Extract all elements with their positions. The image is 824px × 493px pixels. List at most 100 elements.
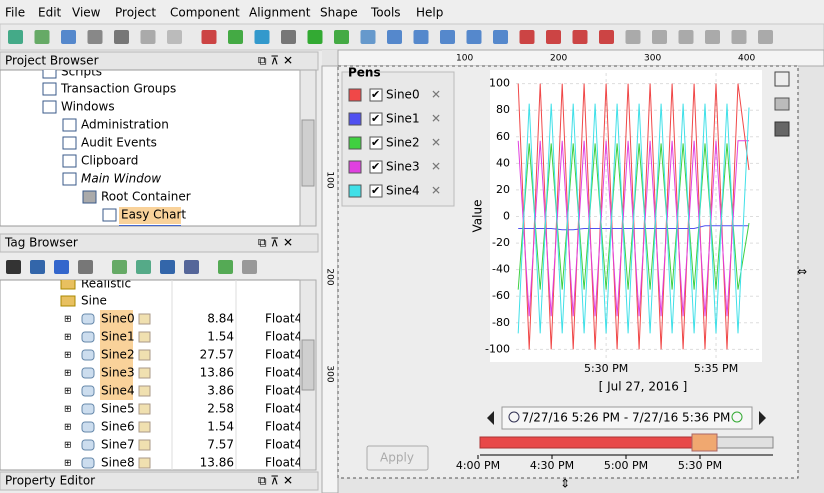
tag-name[interactable]: Sine6 (101, 420, 135, 434)
toolbar-icon[interactable] (136, 260, 151, 274)
tag-name[interactable]: Sine7 (101, 438, 135, 452)
tag-name[interactable]: Sine1 (101, 330, 135, 344)
remove-pen[interactable]: ✕ (431, 136, 441, 150)
resize-handle[interactable]: ⇔ (797, 265, 807, 279)
toolbar-icon[interactable] (731, 30, 747, 44)
toolbar-icon[interactable] (307, 30, 323, 44)
expander[interactable]: ⊞ (64, 441, 72, 451)
expander[interactable]: ⊞ (64, 315, 72, 325)
toolbar-icon[interactable] (413, 30, 429, 44)
expander[interactable]: ⊞ (64, 351, 72, 361)
menu-item[interactable]: Tools (370, 6, 401, 20)
toolbar-icon[interactable] (34, 30, 50, 44)
tree-item[interactable]: Windows (61, 100, 115, 114)
prev-arrow[interactable] (487, 411, 494, 425)
menu-item[interactable]: Alignment (249, 6, 311, 20)
tree-item[interactable]: Easy Chart (121, 208, 186, 222)
legend-checkbox[interactable] (369, 88, 383, 102)
toolbar-icon[interactable] (8, 30, 23, 44)
print-icon[interactable] (774, 97, 790, 111)
tag-name[interactable]: Sine3 (101, 366, 135, 380)
expander[interactable]: ⊞ (64, 369, 72, 379)
toolbar-icon[interactable] (599, 30, 614, 44)
toolbar-icon[interactable] (758, 30, 773, 44)
next-arrow[interactable] (759, 411, 766, 425)
toolbar-icon[interactable] (546, 30, 561, 44)
tree-item[interactable]: Transaction Groups (60, 82, 176, 96)
toolbar-icon[interactable] (6, 260, 21, 274)
folder-name[interactable]: Sine (81, 294, 107, 308)
apply-label[interactable]: Apply (380, 451, 414, 465)
tree-item[interactable]: Root Container (101, 190, 191, 204)
apply-button[interactable] (366, 445, 429, 471)
toolbar-icon[interactable] (360, 30, 376, 44)
check-mark[interactable]: ✔ (371, 88, 380, 101)
toolbar-icon[interactable] (242, 260, 257, 274)
toolbar-icon[interactable] (572, 30, 588, 44)
expander[interactable]: ⊞ (64, 459, 72, 469)
tree-item[interactable]: Scripts (61, 65, 102, 79)
toolbar-icon[interactable] (440, 30, 455, 44)
legend-label[interactable]: Sine2 (386, 136, 420, 150)
legend-checkbox[interactable] (369, 112, 383, 126)
check-mark[interactable]: ✔ (371, 160, 380, 173)
toolbar-icon[interactable] (625, 30, 641, 44)
menu-item[interactable]: File (5, 6, 25, 20)
tag-name[interactable]: Sine4 (101, 384, 135, 398)
remove-pen[interactable]: ✕ (431, 88, 441, 102)
check-mark[interactable]: ✔ (371, 112, 380, 125)
menu-item[interactable]: Shape (320, 6, 358, 20)
legend-label[interactable]: Sine1 (386, 112, 420, 126)
check-mark[interactable]: ✔ (371, 136, 380, 149)
panel-buttons[interactable]: ⧉ ⊼ ✕ (258, 236, 293, 250)
zoom-out-icon[interactable] (508, 411, 520, 423)
tag-name[interactable]: Sine5 (101, 402, 135, 416)
menu-item[interactable]: Component (170, 6, 240, 20)
toolbar-icon[interactable] (87, 30, 103, 44)
toolbar-icon[interactable] (387, 30, 402, 44)
remove-pen[interactable]: ✕ (431, 112, 441, 126)
tag-name[interactable]: Sine0 (101, 312, 135, 326)
expander[interactable]: ⊞ (64, 423, 72, 433)
tree-item[interactable]: Clipboard (81, 154, 138, 168)
toolbar-icon[interactable] (254, 30, 270, 44)
legend-checkbox[interactable] (369, 136, 383, 150)
menu-item[interactable]: View (72, 6, 101, 20)
toolbar-icon[interactable] (281, 30, 296, 44)
toolbar-icon[interactable] (228, 30, 243, 44)
toolbar-icon[interactable] (112, 260, 127, 274)
toolbar-icon[interactable] (30, 260, 45, 274)
zoom-fit-icon[interactable] (774, 71, 790, 87)
toolbar-icon[interactable] (218, 260, 233, 274)
zoom-in-icon[interactable] (731, 411, 743, 423)
toolbar-icon[interactable] (493, 30, 508, 44)
scroll-thumb[interactable] (301, 119, 315, 187)
tree-item[interactable]: Audit Events (81, 136, 157, 150)
toolbar-icon[interactable] (201, 30, 217, 44)
tree-item[interactable]: Main Window (81, 172, 161, 186)
legend-checkbox[interactable] (369, 160, 383, 174)
save-icon[interactable] (774, 121, 790, 137)
menu-item[interactable]: Help (416, 6, 443, 20)
menu-item[interactable]: Edit (38, 6, 62, 20)
check-mark[interactable]: ✔ (371, 184, 380, 197)
expander[interactable]: ⊞ (64, 333, 72, 343)
scroll-thumb[interactable] (301, 339, 315, 391)
legend-label[interactable]: Sine4 (386, 184, 420, 198)
overview-thumb[interactable] (691, 433, 718, 452)
tag-name[interactable]: Sine2 (101, 348, 135, 362)
remove-pen[interactable]: ✕ (431, 184, 441, 198)
panel-buttons[interactable]: ⧉ ⊼ ✕ (258, 54, 293, 68)
toolbar-icon[interactable] (78, 260, 93, 274)
toolbar-icon[interactable] (334, 30, 349, 44)
toolbar-icon[interactable] (167, 30, 182, 44)
tag-name[interactable]: Sine8 (101, 456, 135, 470)
remove-pen[interactable]: ✕ (431, 160, 441, 174)
toolbar-icon[interactable] (705, 30, 720, 44)
menu-item[interactable]: Project (115, 6, 156, 20)
toolbar-icon[interactable] (678, 30, 694, 44)
toolbar-icon[interactable] (140, 30, 156, 44)
legend-label[interactable]: Sine0 (386, 88, 420, 102)
panel-buttons[interactable]: ⧉ ⊼ ✕ (258, 474, 293, 488)
legend-label[interactable]: Sine3 (386, 160, 420, 174)
